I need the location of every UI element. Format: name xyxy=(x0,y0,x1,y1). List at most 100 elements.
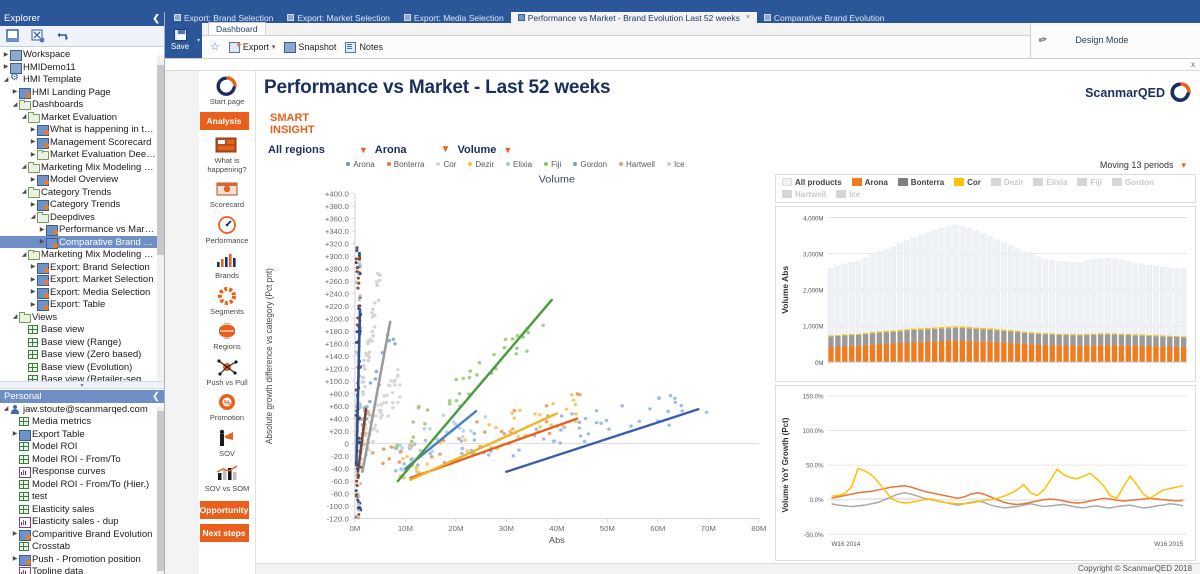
design-mode-group[interactable]: ✏ Design Mode xyxy=(1031,23,1200,58)
nav-item-scorecard[interactable]: Scorecard xyxy=(199,178,256,213)
document-tab[interactable]: Performance vs Market - Brand Evolution … xyxy=(510,12,757,24)
close-icon[interactable]: × xyxy=(745,14,750,22)
explorer-tree[interactable]: WorkspaceHMIDemo11HMI TemplateHMI Landin… xyxy=(0,47,164,381)
save-dropdown-caret[interactable]: ▾ xyxy=(195,23,202,58)
tree-node[interactable]: Comparitive Brand Evolution xyxy=(0,528,164,541)
tree-node[interactable]: HMI Template xyxy=(0,72,164,86)
tree-node[interactable]: Deepdives xyxy=(0,211,164,224)
chevron-left-icon[interactable]: ❮ xyxy=(152,13,160,24)
tree-node[interactable]: Export: Media Selection xyxy=(0,286,164,299)
tree-expander[interactable] xyxy=(29,264,37,270)
funnel-icon[interactable]: ▼ xyxy=(440,144,451,156)
legend-item[interactable]: Gordon xyxy=(1111,178,1154,187)
legend-item[interactable]: Hartwell xyxy=(619,160,655,169)
tree-node[interactable]: Elasticity sales xyxy=(0,503,164,516)
refresh-icon[interactable] xyxy=(56,29,71,43)
tree-expander[interactable] xyxy=(29,152,37,158)
tree-node[interactable]: Export: Brand Selection xyxy=(0,261,164,274)
personal-scrollbar[interactable] xyxy=(157,407,164,574)
tree-node[interactable]: Views xyxy=(0,311,164,324)
volume-abs-chart[interactable]: 0M 1,000M 2,000M 3,000M 4,000M Volume Abs xyxy=(775,205,1196,382)
tree-node[interactable]: Management Scorecard xyxy=(0,136,164,149)
tree-node[interactable]: What is happening in the ... xyxy=(0,123,164,137)
period-selector[interactable]: Moving 13 periods ▾ xyxy=(775,158,1196,174)
panel-splitter[interactable]: ▾ xyxy=(0,381,164,389)
tree-expander[interactable] xyxy=(20,252,28,258)
period-caret-icon[interactable]: ▾ xyxy=(1181,159,1186,170)
export-button[interactable]: Export ▾ xyxy=(228,41,275,53)
nav-item-promotion[interactable]: % Promotion xyxy=(199,391,256,426)
nav-item-start-page[interactable]: Start page xyxy=(199,75,256,110)
tree-node[interactable]: test xyxy=(0,491,164,504)
filter-objects-icon[interactable] xyxy=(31,29,46,43)
tree-node[interactable]: HMI Landing Page xyxy=(0,86,164,99)
tree-node[interactable]: Model ROI xyxy=(0,441,164,454)
star-icon[interactable]: ☆ xyxy=(210,41,220,54)
tree-expander[interactable] xyxy=(20,114,28,120)
tree-node[interactable]: Crosstab xyxy=(0,541,164,554)
tree-node[interactable]: Export Table xyxy=(0,428,164,441)
tree-node[interactable]: Export: Table xyxy=(0,298,164,312)
tree-expander[interactable] xyxy=(11,431,19,437)
legend-item[interactable]: Cor xyxy=(954,178,981,187)
tree-expander[interactable] xyxy=(11,314,19,320)
tree-expander[interactable] xyxy=(2,406,10,412)
tree-expander[interactable] xyxy=(11,531,19,537)
tree-expander[interactable] xyxy=(2,64,10,70)
workspace-icon[interactable] xyxy=(6,29,21,43)
filter-measure-caret-icon[interactable]: ▼ xyxy=(503,144,513,155)
filter-measure-label[interactable]: Volume xyxy=(457,143,497,156)
document-tab[interactable]: Comparative Brand Evolution xyxy=(757,12,892,23)
tree-node[interactable]: Marketing Mix Modeling Res... xyxy=(0,161,164,174)
document-tab[interactable]: Export: Market Selection xyxy=(280,12,397,23)
tree-expander[interactable] xyxy=(29,177,37,183)
legend-item[interactable]: Gordon xyxy=(573,160,607,169)
tree-expander[interactable] xyxy=(11,89,19,95)
tree-node[interactable]: Base view xyxy=(0,323,164,336)
nav-item-sov[interactable]: SOV xyxy=(199,427,256,462)
document-tab[interactable]: Export: Media Selection xyxy=(397,12,511,23)
legend-item[interactable]: Dezir xyxy=(468,160,494,169)
tree-expander[interactable] xyxy=(29,289,37,295)
tree-expander[interactable] xyxy=(11,102,19,108)
tree-node[interactable]: Model ROI - From/To xyxy=(0,453,164,466)
tree-node[interactable]: Model Overview xyxy=(0,173,164,187)
nav-item-sov-vs-som[interactable]: SOV vs SOM xyxy=(199,462,256,497)
tree-node[interactable]: Performance vs Market ... xyxy=(0,223,164,237)
tree-node[interactable]: Response curves xyxy=(0,466,164,479)
filter-brand-label[interactable]: Arona xyxy=(374,143,407,156)
legend-item[interactable]: Dezir xyxy=(990,178,1023,187)
tree-node[interactable]: Base view (Range) xyxy=(0,336,164,349)
nav-item-what-is-happening[interactable]: What is happening? xyxy=(199,134,256,177)
nav-item-regions[interactable]: Regions xyxy=(199,320,256,355)
filter-region-label[interactable]: All regions xyxy=(268,143,325,156)
tree-expander[interactable] xyxy=(20,164,28,170)
tree-expander[interactable] xyxy=(11,556,19,562)
snapshot-button[interactable]: Snapshot xyxy=(284,41,336,53)
tree-node[interactable]: Base view (Zero based) xyxy=(0,348,164,361)
tree-node[interactable]: Model ROI - From/To (Hier.) xyxy=(0,478,164,491)
tree-node[interactable]: Export: Market Selection xyxy=(0,273,164,287)
tree-expander[interactable] xyxy=(38,239,46,245)
tree-node[interactable]: Media metrics xyxy=(0,416,164,429)
document-tab[interactable]: Export: Brand Selection xyxy=(167,12,280,23)
address-bar[interactable]: x xyxy=(165,58,1200,71)
tree-expander[interactable] xyxy=(29,139,37,145)
legend-item[interactable]: Arona xyxy=(851,178,888,187)
tree-node[interactable]: HMIDemo11 xyxy=(0,61,164,74)
legend-item[interactable]: All products xyxy=(782,178,842,187)
tree-node[interactable]: Category Trends xyxy=(0,186,164,199)
legend-item[interactable]: Hartwell xyxy=(782,190,826,199)
tree-node[interactable]: jaw.stoute@scanmarqed.com xyxy=(0,403,164,416)
tree-expander[interactable] xyxy=(38,227,46,233)
chevron-down-icon[interactable]: ❮ xyxy=(152,391,160,402)
legend-item[interactable]: Elixia xyxy=(1033,178,1067,187)
product-legend[interactable]: All products Arona Bonterra Cor Dezir Elixia F… xyxy=(775,173,1196,203)
tree-node[interactable]: Market Evaluation Deepdiv... xyxy=(0,148,164,161)
tree-node[interactable]: Base view (Retailer-segment c... xyxy=(0,373,164,381)
nav-button-analysis[interactable]: Analysis xyxy=(198,111,250,132)
tree-expander[interactable] xyxy=(29,127,37,133)
tree-node[interactable]: Comparative Brand Evo... xyxy=(0,235,164,249)
legend-item[interactable]: Ice xyxy=(666,160,685,169)
